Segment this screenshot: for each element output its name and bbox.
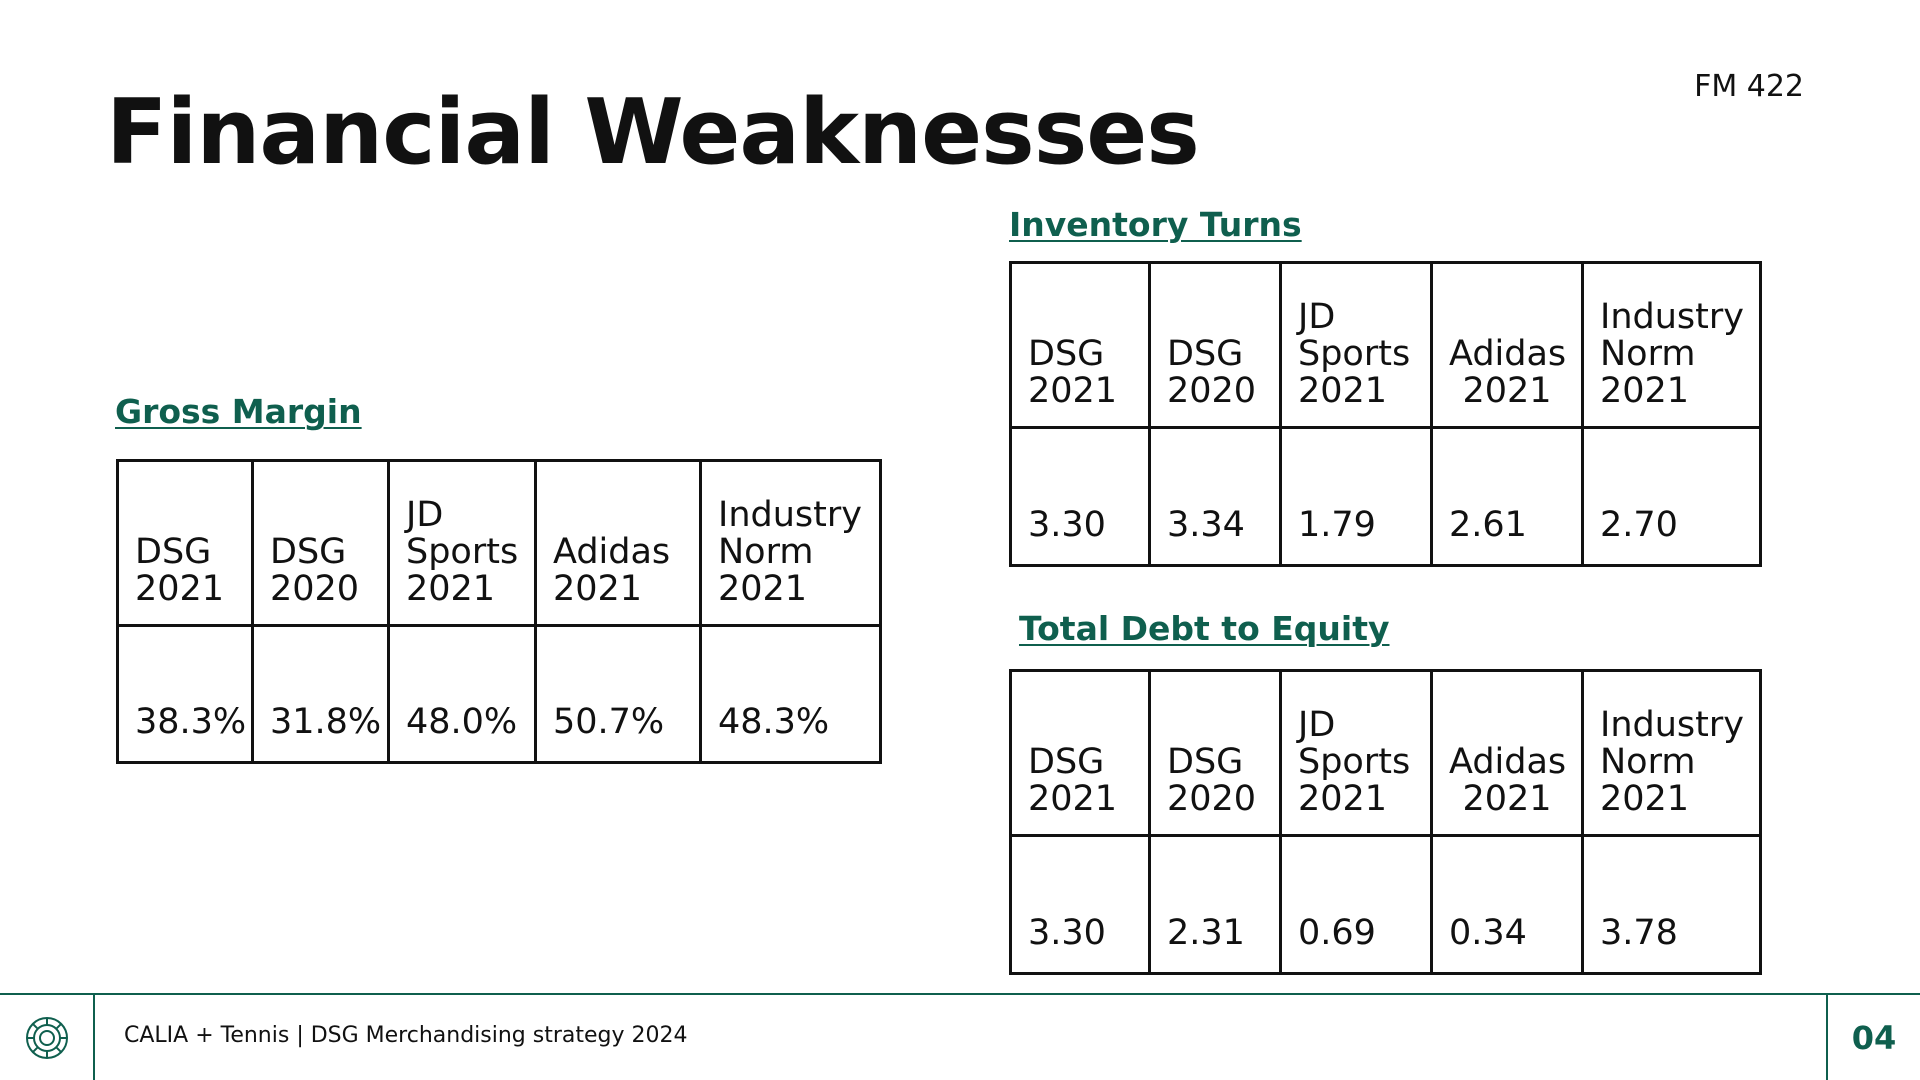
inventory-turns-table: DSG 2021 DSG 2020 JD Sports 2021 Adidas …: [1009, 261, 1762, 567]
table-cell: 2.70: [1581, 426, 1762, 567]
column-header: JD Sports 2021: [387, 459, 537, 627]
column-header: Adidas 2021: [1430, 261, 1584, 429]
column-header: Industry Norm 2021: [1581, 261, 1762, 429]
gross-margin-heading[interactable]: Gross Margin: [115, 392, 362, 431]
table-cell: 3.34: [1148, 426, 1282, 567]
slide-footer: CALIA + Tennis | DSG Merchandising strat…: [0, 993, 1920, 1080]
table-cell: 0.34: [1430, 834, 1584, 975]
course-code: FM 422: [1694, 69, 1804, 104]
table-row: 3.30 2.31 0.69 0.34 3.78: [1009, 834, 1762, 975]
table-cell: 1.79: [1279, 426, 1433, 567]
page-number: 04: [1851, 1018, 1897, 1057]
column-header: JD Sports 2021: [1279, 261, 1433, 429]
table-header-row: DSG 2021 DSG 2020 JD Sports 2021 Adidas …: [1009, 669, 1762, 837]
table-cell: 31.8%: [251, 624, 390, 764]
table-cell: 2.31: [1148, 834, 1282, 975]
table-cell: 38.3%: [116, 624, 254, 764]
page-number-cell: 04: [1826, 995, 1920, 1080]
sun-emblem-icon: [25, 1016, 68, 1059]
table-row: 38.3% 31.8% 48.0% 50.7% 48.3%: [116, 624, 882, 764]
column-header: Adidas 2021: [534, 459, 702, 627]
table-cell: 48.0%: [387, 624, 537, 764]
gross-margin-table: DSG 2021 DSG 2020 JD Sports 2021 Adidas …: [116, 459, 882, 764]
column-header: DSG 2021: [1009, 669, 1151, 837]
footer-logo-cell: [0, 995, 95, 1080]
column-header: DSG 2021: [1009, 261, 1151, 429]
table-cell: 50.7%: [534, 624, 702, 764]
slide-title: Financial Weaknesses: [106, 80, 1200, 185]
column-header: JD Sports 2021: [1279, 669, 1433, 837]
debt-to-equity-heading[interactable]: Total Debt to Equity: [1019, 609, 1390, 648]
debt-to-equity-table: DSG 2021 DSG 2020 JD Sports 2021 Adidas …: [1009, 669, 1762, 975]
table-cell: 0.69: [1279, 834, 1433, 975]
column-header: DSG 2020: [1148, 669, 1282, 837]
column-header: Industry Norm 2021: [1581, 669, 1762, 837]
footer-text: CALIA + Tennis | DSG Merchandising strat…: [124, 1023, 688, 1048]
table-cell: 48.3%: [699, 624, 882, 764]
table-header-row: DSG 2021 DSG 2020 JD Sports 2021 Adidas …: [1009, 261, 1762, 429]
column-header: Adidas 2021: [1430, 669, 1584, 837]
table-row: 3.30 3.34 1.79 2.61 2.70: [1009, 426, 1762, 567]
column-header: Industry Norm 2021: [699, 459, 882, 627]
column-header: DSG 2021: [116, 459, 254, 627]
table-cell: 3.78: [1581, 834, 1762, 975]
table-cell: 3.30: [1009, 426, 1151, 567]
column-header: DSG 2020: [1148, 261, 1282, 429]
inventory-turns-heading[interactable]: Inventory Turns: [1009, 205, 1302, 244]
table-cell: 3.30: [1009, 834, 1151, 975]
table-header-row: DSG 2021 DSG 2020 JD Sports 2021 Adidas …: [116, 459, 882, 627]
column-header: DSG 2020: [251, 459, 390, 627]
table-cell: 2.61: [1430, 426, 1584, 567]
